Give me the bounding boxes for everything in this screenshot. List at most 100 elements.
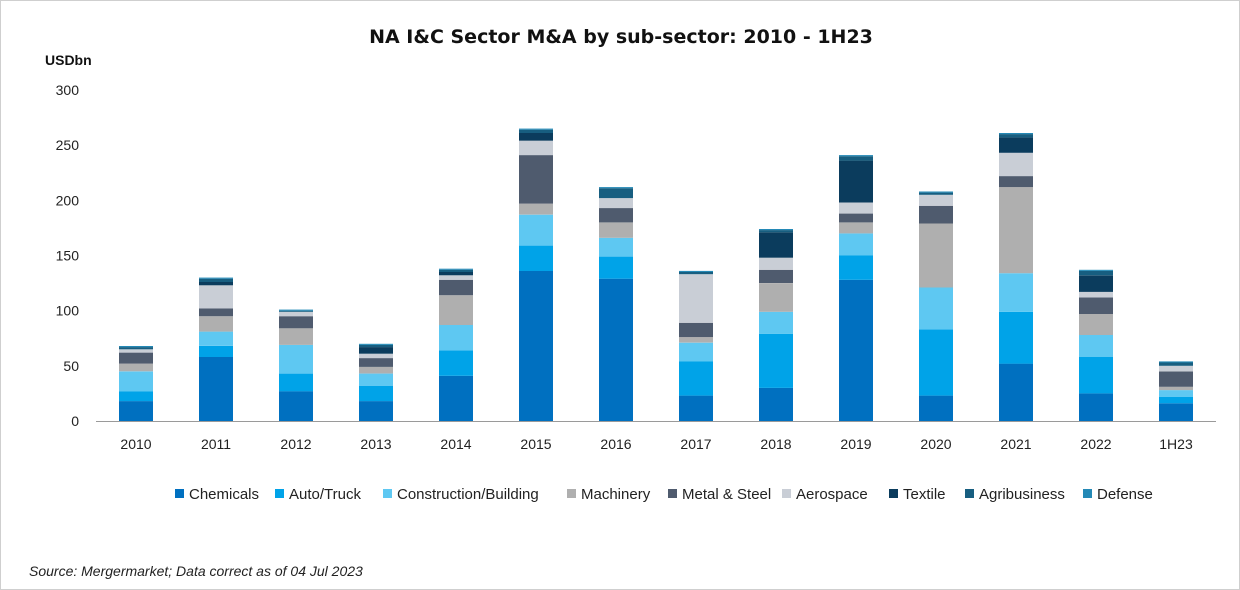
chart-title: NA I&C Sector M&A by sub-sector: 2010 - … (369, 26, 873, 48)
bar-segment (199, 331, 233, 346)
legend-item: Chemicals (175, 486, 259, 503)
legend-swatch (175, 489, 184, 498)
bar-segment (439, 350, 473, 376)
x-tick-label: 2021 (1000, 436, 1031, 452)
bar-segment (759, 387, 793, 421)
bar-area (119, 128, 1193, 421)
y-tick-label: 0 (71, 413, 79, 429)
bar-segment (599, 187, 633, 189)
x-tick-label: 2020 (920, 436, 951, 452)
bar-segment (279, 391, 313, 421)
bar-segment (119, 349, 153, 353)
x-tick-label: 2010 (120, 436, 151, 452)
legend-swatch (275, 489, 284, 498)
bar-segment (439, 275, 473, 280)
legend-label: Aerospace (796, 486, 868, 503)
bar-segment (1159, 403, 1193, 421)
x-tick-label: 2016 (600, 436, 631, 452)
bar-segment (759, 283, 793, 312)
y-tick-label: 100 (56, 303, 80, 319)
bar-segment (919, 194, 953, 206)
legend-swatch (1083, 489, 1092, 498)
bar-segment (999, 363, 1033, 421)
bar-segment (599, 198, 633, 208)
x-tick-label: 2014 (440, 436, 471, 452)
bar-segment (599, 208, 633, 223)
bar-segment (519, 245, 553, 271)
legend-swatch (889, 489, 898, 498)
legend-item: Auto/Truck (275, 486, 361, 503)
bar-segment (519, 128, 553, 130)
bar-segment (279, 309, 313, 311)
legend-item: Metal & Steel (668, 486, 771, 503)
bar-segment (1079, 269, 1113, 271)
bar-segment (439, 295, 473, 325)
legend-label: Auto/Truck (289, 486, 361, 503)
bar-segment (519, 155, 553, 204)
bar-segment (359, 401, 393, 421)
bar-segment (679, 361, 713, 396)
bar-segment (839, 156, 873, 161)
bar-segment (999, 273, 1033, 312)
bar-segment (599, 222, 633, 238)
y-tick-label: 300 (56, 82, 80, 98)
bar-segment (759, 333, 793, 388)
legend-label: Defense (1097, 486, 1153, 503)
bar-segment (839, 255, 873, 280)
bar-segment (279, 328, 313, 345)
bar-segment (679, 272, 713, 275)
bar-segment (919, 223, 953, 288)
bar-segment (1079, 314, 1113, 335)
bar-segment (359, 358, 393, 367)
legend-label: Agribusiness (979, 486, 1065, 503)
bar-segment (679, 270, 713, 272)
bar-segment (119, 371, 153, 392)
bar-segment (999, 187, 1033, 274)
legend-item: Machinery (567, 486, 651, 503)
bar-segment (759, 229, 793, 231)
bar-segment (999, 152, 1033, 177)
y-axis-unit-label: USDbn (45, 52, 92, 68)
bar-segment (1159, 365, 1193, 372)
bar-segment (359, 353, 393, 359)
bar-segment (839, 202, 873, 214)
bar-segment (599, 256, 633, 279)
x-tick-label: 2022 (1080, 436, 1111, 452)
bar-segment (679, 337, 713, 343)
bar-segment (679, 342, 713, 362)
bar-segment (359, 344, 393, 348)
bar-segment (1079, 275, 1113, 292)
legend-swatch (965, 489, 974, 498)
bar-segment (1079, 297, 1113, 314)
y-tick-label: 250 (56, 137, 80, 153)
bar-segment (839, 213, 873, 223)
bar-segment (279, 311, 313, 317)
bar-segment (679, 322, 713, 338)
bar-segment (839, 222, 873, 234)
legend-item: Aerospace (782, 486, 868, 503)
bar-segment (919, 191, 953, 193)
bar-segment (279, 373, 313, 392)
bar-segment (359, 373, 393, 386)
bar-segment (1159, 386, 1193, 391)
bar-segment (519, 129, 553, 133)
legend-swatch (567, 489, 576, 498)
x-axis-ticks: 2010 2011 2012 2013 2014 2015 2016 2017 2018 2019… (120, 436, 1193, 452)
bar-segment (919, 395, 953, 421)
x-tick-label: 2012 (280, 436, 311, 452)
bar-segment (519, 203, 553, 215)
bar-segment (999, 137, 1033, 153)
bar-segment (439, 269, 473, 272)
bar-segment (519, 214, 553, 246)
bar-segment (119, 391, 153, 402)
y-axis-ticks: 0 50 100 150 200 250 300 (56, 82, 80, 429)
bar-segment (919, 192, 953, 195)
bar-segment (359, 385, 393, 402)
legend-item: Textile (889, 486, 946, 503)
bar-segment (439, 279, 473, 296)
bar-segment (999, 133, 1033, 135)
legend-swatch (383, 489, 392, 498)
bar-segment (279, 344, 313, 374)
bar-segment (1159, 396, 1193, 404)
